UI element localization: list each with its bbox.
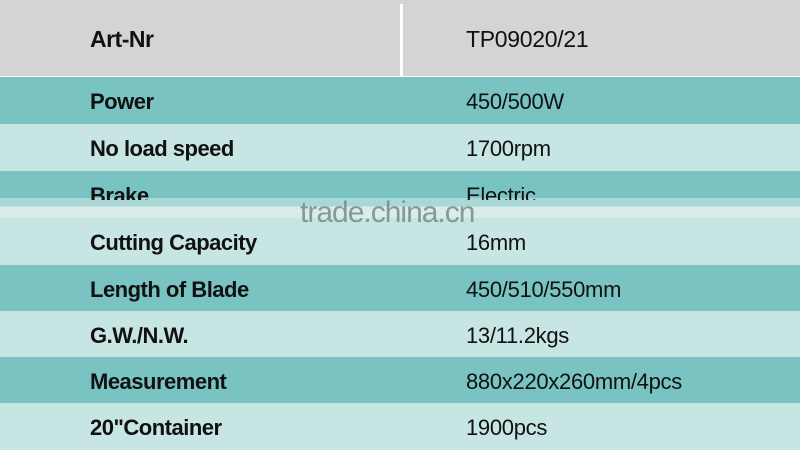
row-value: 13/11.2kgs — [466, 323, 570, 348]
table-row: Power 450/500W — [0, 77, 800, 124]
watermark: trade.china.cn — [300, 196, 475, 229]
row-value: Electric — [466, 183, 536, 200]
row-label: Cutting Capacity — [90, 230, 257, 255]
row-value: 1900pcs — [466, 415, 548, 440]
header-value: TP09020/21 — [466, 26, 589, 52]
column-divider — [400, 4, 403, 76]
row-label: Measurement — [90, 369, 227, 394]
row-label: 20"Container — [90, 415, 222, 440]
row-value: 16mm — [466, 230, 526, 255]
row-value: 880x220x260mm/4pcs — [466, 369, 682, 394]
row-label: Power — [90, 89, 154, 114]
table-row: No load speed 1700rpm — [0, 124, 800, 171]
row-label: Brake — [90, 183, 149, 200]
row-value: 1700rpm — [466, 136, 551, 161]
table-row: Length of Blade 450/510/550mm — [0, 265, 800, 312]
table-row: Cutting Capacity 16mm — [0, 218, 800, 265]
row-label: G.W./N.W. — [90, 323, 189, 348]
row-value: 450/510/550mm — [466, 277, 622, 302]
row-value: 450/500W — [466, 89, 564, 114]
header-label: Art-Nr — [90, 26, 154, 52]
table-row: Brake Electric — [0, 171, 800, 218]
table-row: Measurement 880x220x260mm/4pcs — [0, 357, 800, 404]
table-header: Art-Nr TP09020/21 — [0, 0, 800, 76]
table-row: G.W./N.W. 13/11.2kgs — [0, 311, 800, 358]
row-label: No load speed — [90, 136, 234, 161]
row-label: Length of Blade — [90, 277, 249, 302]
table-row: 20"Container 1900pcs — [0, 403, 800, 450]
